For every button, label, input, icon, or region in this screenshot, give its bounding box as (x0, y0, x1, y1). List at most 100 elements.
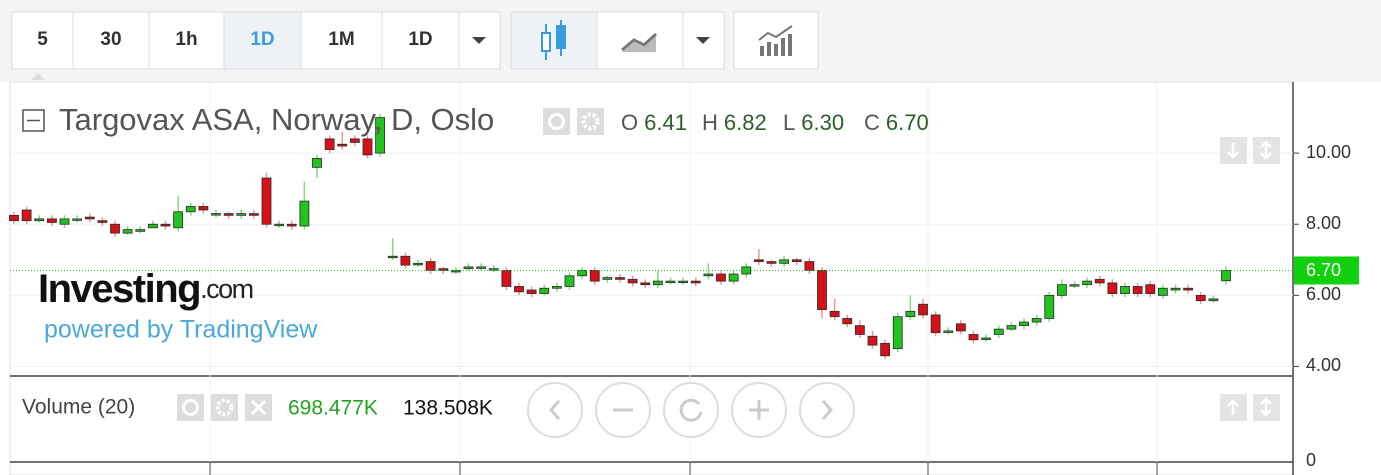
candle-body (501, 270, 512, 287)
volume-average: 138.508K (403, 397, 493, 420)
arrows-icon (1260, 140, 1272, 160)
eye-icon (548, 113, 565, 130)
candle-body (375, 117, 386, 154)
candle-body (930, 314, 941, 334)
legend-item: O 6.41 (621, 110, 687, 135)
gear-icon (581, 112, 600, 131)
candle-body (211, 213, 221, 216)
interval-button[interactable] (11, 11, 74, 70)
interval-label: 1M (328, 29, 354, 50)
candle-body (1069, 284, 1080, 287)
candle-body (488, 268, 499, 271)
scroll-right[interactable] (799, 382, 855, 438)
candle-body (97, 220, 108, 223)
candle-body (110, 223, 120, 234)
legend-item: L 6.30 (783, 110, 844, 135)
candle-body (425, 261, 436, 271)
volume-settings[interactable] (211, 394, 238, 421)
candle-body (198, 206, 209, 211)
candle-body (1120, 286, 1130, 294)
candles-button[interactable] (510, 11, 598, 70)
candle-body (741, 266, 752, 275)
candle-body (804, 261, 815, 271)
candle-body (286, 223, 297, 227)
candle-body (880, 342, 891, 357)
collapse-tab (31, 73, 45, 80)
candle-body (526, 289, 537, 294)
candle-body (160, 223, 171, 227)
symbol-title: Targovax ASA, Norway, D, Oslo (59, 102, 494, 137)
candle-body (185, 206, 196, 213)
y-tick-label: 6.00 (1306, 284, 1341, 304)
candle-body (589, 270, 600, 282)
dropdown-arrow (696, 37, 710, 44)
legend-value: 6.70 (886, 110, 929, 135)
line-button[interactable] (596, 11, 684, 70)
candle-body (905, 310, 916, 318)
candle-body (1056, 284, 1067, 296)
close-icon (250, 399, 267, 416)
y-tick-label: 8.00 (1306, 213, 1341, 233)
indicators-icon (758, 25, 793, 56)
eye-button[interactable] (543, 108, 570, 135)
candle-body (892, 316, 903, 350)
interval-button[interactable] (300, 11, 383, 70)
candle-body (337, 143, 348, 147)
interval-label: 1h (175, 29, 197, 50)
legend-item: H 6.82 (702, 110, 767, 135)
candle-body (665, 280, 676, 284)
candle-body (602, 277, 613, 280)
candle-body (1094, 278, 1105, 284)
candle-body (716, 273, 726, 282)
candle-body (400, 255, 411, 266)
legend-key: C (864, 110, 880, 135)
settings-button[interactable] (577, 108, 604, 135)
interval-button[interactable] (72, 11, 150, 70)
candle-body (943, 330, 954, 333)
candle-body (1082, 280, 1093, 286)
candle-body (652, 280, 663, 286)
candle-body (21, 209, 32, 222)
candle-body (1221, 270, 1231, 282)
interval-button[interactable] (148, 11, 225, 70)
brand-suffix: .com (200, 274, 253, 304)
candle-body (135, 229, 146, 232)
candle-body (678, 280, 689, 284)
indicators-button[interactable] (733, 11, 819, 70)
candle-body (450, 270, 461, 273)
candle-body (627, 278, 638, 284)
arrow-icon (1227, 143, 1239, 159)
candle-body (1195, 294, 1206, 302)
reset[interactable] (663, 382, 719, 438)
candle-body (72, 218, 83, 221)
candle-body (640, 282, 651, 286)
interval-label: 30 (100, 29, 121, 50)
interval-button[interactable] (381, 11, 460, 70)
candles: 6.70 (9, 114, 1359, 360)
brand: Investing (38, 267, 200, 311)
candle-body (59, 218, 70, 225)
legend-key: H (702, 110, 718, 135)
candle-body (690, 280, 701, 284)
candle-body (1107, 282, 1118, 294)
candle-body (577, 270, 588, 277)
legend-value: 6.82 (724, 110, 767, 135)
candle-body (1006, 325, 1017, 330)
candle-body (413, 262, 423, 266)
scroll-left[interactable] (527, 382, 583, 438)
volume-eye[interactable] (177, 394, 204, 421)
line-icon (621, 32, 658, 52)
candle-body (514, 286, 524, 293)
eye-icon (182, 399, 199, 416)
candle-body (84, 216, 95, 220)
candle-body (387, 255, 398, 259)
interval-button[interactable] (223, 11, 302, 70)
candle-body (703, 273, 714, 277)
candle-body (463, 266, 474, 270)
toolbar: 5 30 1h 1D 1M 1D (11, 11, 501, 70)
legend-item: C 6.70 (864, 110, 929, 135)
candle-body (564, 275, 575, 287)
arrow-icon (1227, 399, 1239, 415)
last-price-box (1294, 256, 1359, 285)
